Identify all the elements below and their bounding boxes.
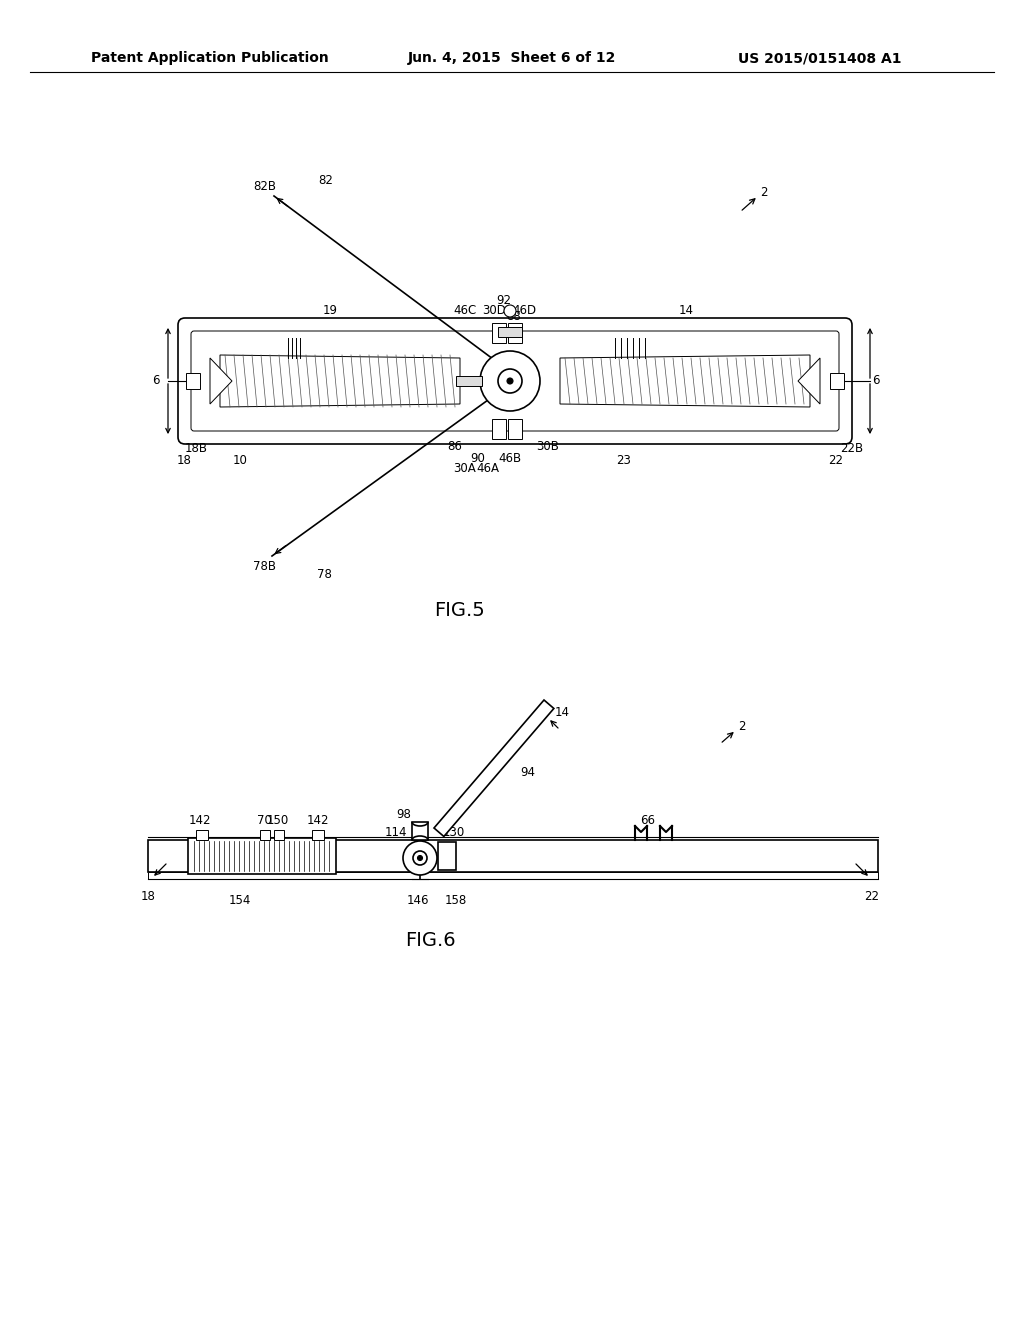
Text: 130: 130 — [442, 825, 465, 838]
Text: 46B: 46B — [499, 453, 521, 466]
Circle shape — [480, 351, 540, 411]
Text: 30C: 30C — [404, 366, 427, 379]
Bar — [312, 830, 324, 840]
Text: 10: 10 — [232, 454, 248, 467]
Text: 19: 19 — [323, 304, 338, 317]
Bar — [492, 418, 506, 440]
Text: 66: 66 — [640, 813, 655, 826]
Bar — [186, 374, 200, 389]
Bar — [412, 822, 428, 840]
Polygon shape — [434, 700, 554, 837]
Bar — [188, 838, 336, 874]
Text: 18: 18 — [176, 454, 191, 467]
Polygon shape — [798, 358, 820, 404]
Text: 18: 18 — [140, 890, 156, 903]
Bar — [830, 374, 844, 389]
Text: 46C: 46C — [454, 304, 476, 317]
Text: FIG.6: FIG.6 — [404, 931, 456, 949]
Text: 6: 6 — [153, 375, 160, 388]
Text: 6: 6 — [872, 375, 880, 388]
Bar — [274, 830, 284, 840]
Circle shape — [498, 370, 522, 393]
Text: 146: 146 — [407, 894, 429, 907]
Text: 90: 90 — [471, 453, 485, 466]
Circle shape — [403, 841, 437, 875]
Text: Patent Application Publication: Patent Application Publication — [91, 51, 329, 65]
Bar — [260, 830, 270, 840]
Text: US 2015/0151408 A1: US 2015/0151408 A1 — [738, 51, 902, 65]
Text: 158: 158 — [444, 894, 467, 907]
Text: 78: 78 — [316, 568, 332, 581]
Bar — [508, 323, 522, 343]
Text: 142: 142 — [307, 813, 330, 826]
Text: 142: 142 — [188, 813, 211, 826]
Text: 70: 70 — [257, 813, 271, 826]
Bar — [456, 376, 482, 385]
Text: 82B: 82B — [254, 180, 276, 193]
Text: 30A: 30A — [454, 462, 476, 475]
Text: 46D: 46D — [512, 304, 536, 317]
Bar — [148, 873, 878, 879]
Polygon shape — [560, 355, 810, 407]
Circle shape — [413, 851, 427, 865]
Bar — [492, 323, 506, 343]
Text: 22: 22 — [828, 454, 844, 467]
Text: 22: 22 — [864, 890, 880, 903]
Bar — [196, 830, 208, 840]
Polygon shape — [210, 358, 232, 404]
Text: 14: 14 — [679, 304, 693, 317]
Circle shape — [507, 378, 513, 384]
Text: 46A: 46A — [476, 462, 500, 475]
Bar — [148, 840, 878, 873]
Text: 154: 154 — [228, 894, 251, 907]
Text: 14: 14 — [555, 705, 569, 718]
Bar — [438, 842, 456, 870]
Text: FIG.5: FIG.5 — [434, 601, 485, 619]
Text: 30D: 30D — [482, 304, 506, 317]
Text: 78B: 78B — [254, 560, 276, 573]
Text: Jun. 4, 2015  Sheet 6 of 12: Jun. 4, 2015 Sheet 6 of 12 — [408, 51, 616, 65]
Text: 2: 2 — [760, 186, 768, 198]
Text: 88: 88 — [507, 309, 521, 322]
Text: 114: 114 — [385, 825, 408, 838]
Polygon shape — [220, 355, 460, 407]
Circle shape — [504, 305, 516, 317]
Text: 22B: 22B — [841, 442, 863, 455]
Text: 82: 82 — [318, 173, 334, 186]
Text: 94: 94 — [520, 766, 536, 779]
Text: 2: 2 — [738, 719, 745, 733]
Text: 18B: 18B — [184, 442, 208, 455]
Circle shape — [418, 855, 423, 861]
Text: 150: 150 — [267, 813, 289, 826]
Text: 23: 23 — [616, 454, 632, 467]
Text: 92: 92 — [497, 293, 512, 306]
Bar — [498, 327, 522, 337]
FancyBboxPatch shape — [178, 318, 852, 444]
Text: 30B: 30B — [537, 441, 559, 454]
Bar — [508, 418, 522, 440]
Text: 86: 86 — [447, 441, 463, 454]
Text: 98: 98 — [396, 808, 412, 821]
